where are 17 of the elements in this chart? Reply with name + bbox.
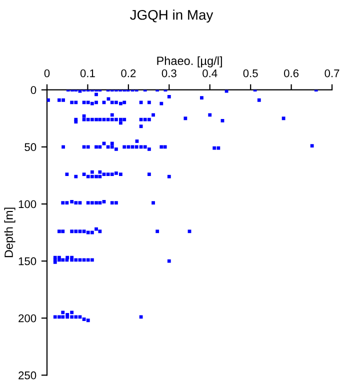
x-tick-label: 0.2 — [121, 69, 136, 78]
x-tick-label: 0 — [44, 69, 50, 78]
x-tick-label: 0.1 — [80, 69, 95, 78]
y-tick-label: 50 — [24, 143, 36, 152]
x-tick-label: 0.7 — [324, 69, 340, 78]
x-tick-label: 0.3 — [162, 69, 176, 78]
y-tick-label: 200 — [18, 314, 36, 322]
y-tick-label: 0 — [30, 86, 36, 94]
y-axis-title: Depth [m] — [4, 208, 16, 258]
y-tick-label: 250 — [18, 371, 36, 380]
y-tick-label: 100 — [18, 200, 36, 208]
x-axis-title: Phaeo. [µg/l] — [157, 56, 222, 68]
chart-title: JGQH in May — [130, 10, 214, 23]
x-tick-label: 0.5 — [243, 69, 258, 78]
x-tick-label: 0.4 — [202, 69, 218, 78]
x-tick-label: 0.6 — [284, 69, 299, 78]
y-tick-label: 150 — [18, 257, 36, 266]
